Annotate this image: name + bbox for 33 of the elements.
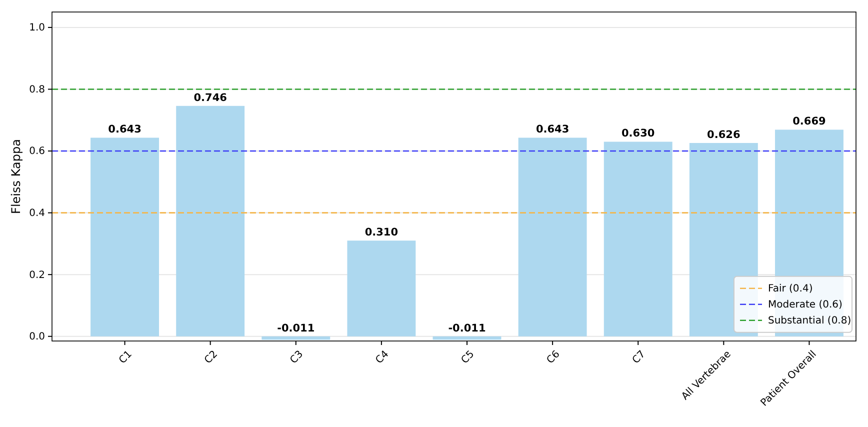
legend-label: Moderate (0.6) <box>768 300 843 311</box>
x-tick-label: C1 <box>117 348 134 366</box>
y-tick-label: 0.4 <box>29 208 45 219</box>
x-tick-label: C3 <box>288 348 306 366</box>
bar <box>90 138 159 336</box>
y-tick-label: 0.8 <box>29 84 45 96</box>
x-tick-label: C4 <box>374 348 392 366</box>
y-tick-label: 0.0 <box>29 332 45 343</box>
bar <box>262 336 330 340</box>
data-label: 0.643 <box>108 124 142 136</box>
bar <box>518 138 587 336</box>
bar <box>604 142 672 336</box>
data-label: -0.011 <box>448 322 486 334</box>
y-axis-title: Fleiss Kappa <box>9 139 23 214</box>
y-tick-label: 0.6 <box>29 146 45 158</box>
x-tick-label: C2 <box>202 348 220 366</box>
data-label: 0.669 <box>792 116 826 128</box>
data-label: -0.011 <box>277 322 315 334</box>
x-tick-label: C6 <box>544 348 562 366</box>
x-tick-label: C7 <box>630 348 648 366</box>
bar <box>432 336 502 340</box>
data-label: 0.626 <box>707 128 740 141</box>
data-label: 0.310 <box>364 226 398 239</box>
data-label: 0.630 <box>622 128 655 140</box>
bar <box>347 240 416 336</box>
bar <box>176 106 245 336</box>
legend-label: Fair (0.4) <box>768 284 813 295</box>
data-label: 0.746 <box>194 92 227 104</box>
x-tick-label: C5 <box>459 348 477 366</box>
legend-label: Substantial (0.8) <box>768 316 852 327</box>
y-tick-label: 0.2 <box>29 270 45 281</box>
data-label: 0.643 <box>536 124 570 136</box>
y-tick-label: 1.0 <box>29 22 45 34</box>
